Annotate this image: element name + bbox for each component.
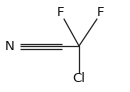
Text: Cl: Cl [73,72,86,85]
Text: N: N [5,39,15,53]
Text: F: F [96,7,104,20]
Text: F: F [56,7,64,20]
